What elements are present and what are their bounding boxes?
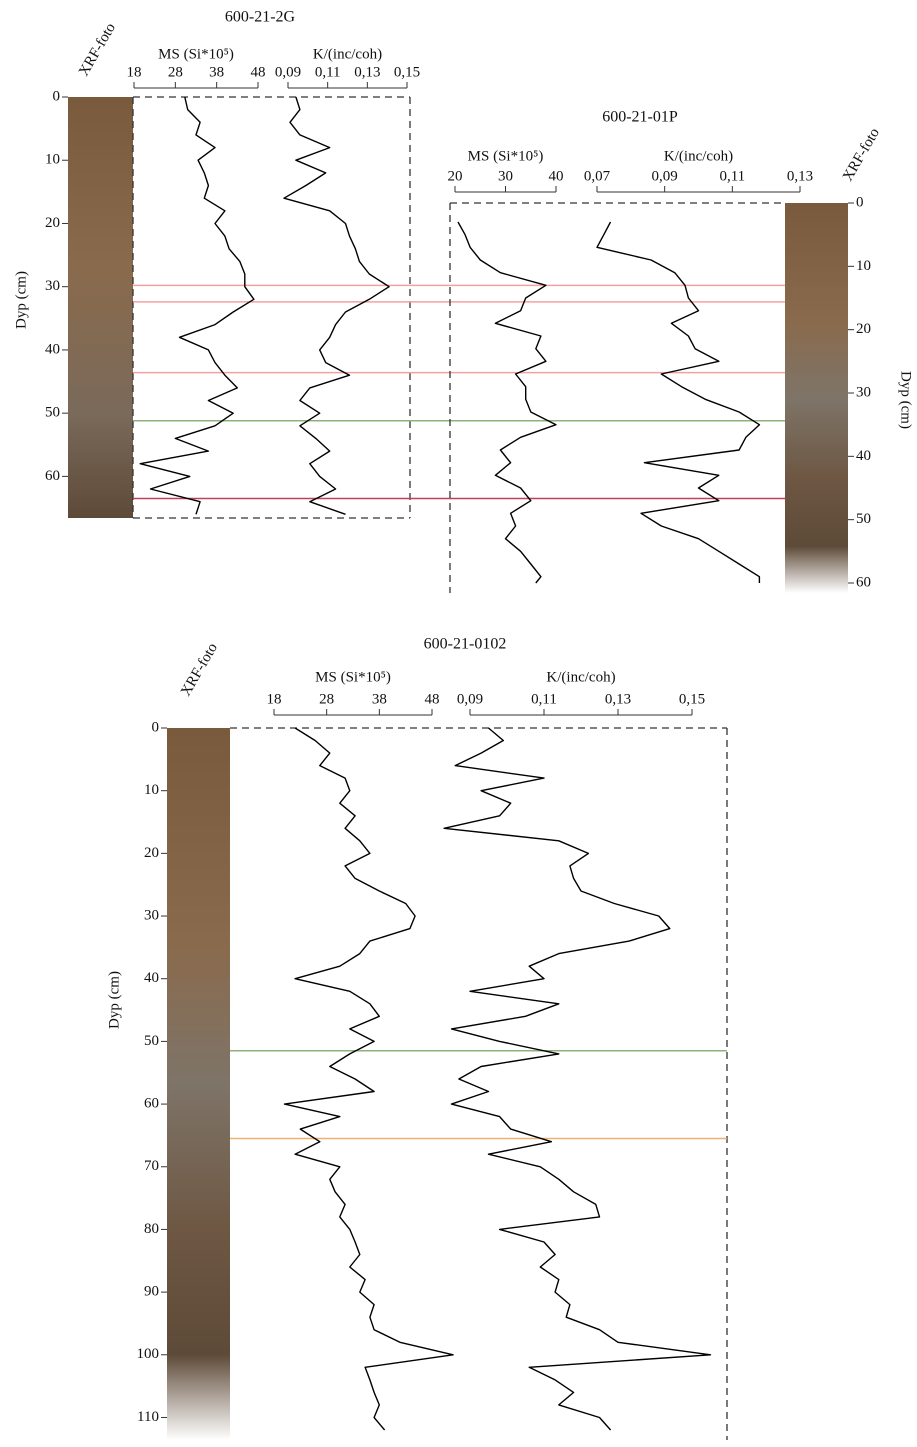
x-tick-label: 38 — [372, 691, 387, 707]
y-tick-label: 40 — [856, 448, 871, 464]
x-tick-label: 48 — [425, 691, 440, 707]
y-tick-label: 100 — [137, 1346, 160, 1362]
y-tick-label: 30 — [856, 384, 871, 400]
y-tick-label: 70 — [144, 1158, 159, 1174]
y-tick-label: 50 — [856, 511, 871, 527]
y-tick-label: 20 — [856, 321, 871, 337]
y-tick-label: 20 — [45, 215, 60, 231]
y-tick-label: 20 — [144, 845, 159, 861]
core-photo — [68, 97, 133, 518]
y-tick-label: 40 — [144, 970, 159, 986]
x-tick-label: 0,09 — [652, 168, 678, 184]
x-tick-label: 0,07 — [584, 168, 611, 184]
x-tick-label: 0,11 — [719, 168, 745, 184]
core-photo — [167, 728, 230, 1440]
y-tick-label: 90 — [144, 1284, 159, 1300]
y-tick-label: 60 — [856, 574, 871, 590]
y-tick-label: 110 — [137, 1409, 159, 1425]
profile-curve — [596, 221, 761, 583]
x-tick-label: 0,13 — [787, 168, 813, 184]
y-tick-label: 0 — [856, 194, 864, 210]
y-axis-label: Dyp (cm) — [106, 971, 122, 1029]
y-tick-label: 10 — [856, 258, 871, 274]
x-tick-label: 0,09 — [275, 64, 301, 80]
y-tick-label: 0 — [152, 719, 160, 735]
x-tick-label: 30 — [498, 168, 513, 184]
y-tick-label: 80 — [144, 1221, 159, 1237]
profile-curve — [457, 221, 557, 584]
profile-curve — [139, 96, 255, 515]
panel-title: 600-21-01P — [602, 109, 678, 126]
y-tick-label: 0 — [53, 88, 61, 104]
x-tick-label: 28 — [319, 691, 334, 707]
panel-title: 600-21-2G — [225, 9, 296, 26]
x-tick-label: 28 — [168, 64, 183, 80]
photo-label: XRF-foto — [178, 640, 221, 699]
x-tick-label: 0,13 — [354, 64, 380, 80]
y-tick-label: 50 — [45, 405, 60, 421]
y-tick-label: 40 — [45, 341, 60, 357]
y-tick-label: 10 — [45, 152, 60, 168]
x-axis-title: K/(inc/coh) — [546, 669, 615, 685]
x-tick-label: 0,15 — [679, 691, 705, 707]
profile-curve — [283, 727, 454, 1431]
core-photo — [785, 203, 848, 593]
panel-title: 600-21-0102 — [424, 636, 507, 653]
y-axis-label: Dyp (cm) — [13, 271, 29, 329]
x-tick-label: 0,11 — [315, 64, 341, 80]
x-axis-title: K/(inc/coh) — [664, 148, 733, 164]
x-tick-label: 40 — [549, 168, 564, 184]
x-tick-label: 20 — [448, 168, 463, 184]
x-axis-title: MS (Si*10⁵) — [158, 46, 234, 62]
x-tick-label: 0,09 — [457, 691, 483, 707]
y-tick-label: 30 — [45, 278, 60, 294]
x-axis-title: MS (Si*10⁵) — [468, 148, 544, 164]
x-tick-label: 38 — [209, 64, 224, 80]
y-tick-label: 60 — [144, 1096, 159, 1112]
y-axis-label: Dyp (cm) — [898, 371, 914, 429]
y-tick-label: 10 — [144, 782, 159, 798]
x-axis-title: MS (Si*10⁵) — [315, 669, 391, 685]
x-axis-title: K/(inc/coh) — [313, 46, 382, 62]
photo-label: XRF-foto — [840, 125, 883, 184]
profile-curve — [443, 727, 712, 1431]
y-tick-label: 60 — [45, 468, 60, 484]
x-tick-label: 18 — [127, 64, 142, 80]
x-tick-label: 0,15 — [394, 64, 420, 80]
x-tick-label: 18 — [267, 691, 282, 707]
photo-label: XRF-foto — [76, 20, 119, 79]
x-tick-label: 0,11 — [531, 691, 557, 707]
y-tick-label: 30 — [144, 907, 159, 923]
x-tick-label: 0,13 — [605, 691, 631, 707]
profile-curve — [283, 96, 390, 515]
y-tick-label: 50 — [144, 1033, 159, 1049]
x-tick-label: 48 — [251, 64, 266, 80]
